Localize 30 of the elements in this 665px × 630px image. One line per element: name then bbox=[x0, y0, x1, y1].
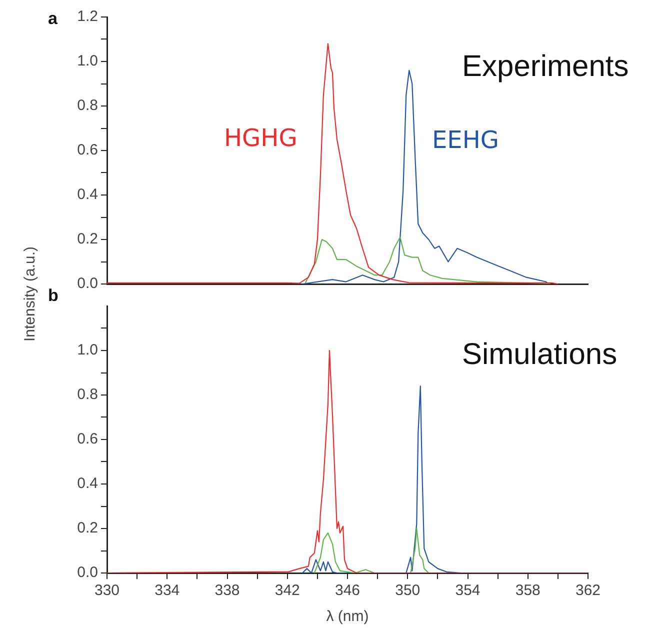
y-tick-label: 0.8 bbox=[77, 97, 98, 114]
x-tick-label: 362 bbox=[575, 582, 601, 600]
y-tick-label: 0.4 bbox=[77, 475, 98, 492]
y-tick-label: 1.0 bbox=[77, 52, 98, 70]
annotation: Experiments bbox=[462, 50, 629, 83]
annotation: Simulations bbox=[462, 338, 618, 371]
x-tick-label: 338 bbox=[214, 582, 240, 600]
y-tick-label: 1.2 bbox=[77, 8, 98, 26]
x-tick-label: 342 bbox=[274, 582, 300, 600]
x-tick-label: 334 bbox=[154, 582, 180, 600]
y-tick-label: 0.8 bbox=[77, 386, 98, 404]
x-tick-label: 354 bbox=[455, 582, 480, 600]
x-tick-label: 358 bbox=[515, 582, 540, 600]
y-tick-label: 1.0 bbox=[77, 342, 98, 359]
x-axis-title: λ (nm) bbox=[326, 608, 369, 626]
y-axis-title: Intensity (a.u.) bbox=[22, 246, 38, 342]
y-tick-label: 0.2 bbox=[77, 520, 98, 537]
text: b bbox=[48, 286, 58, 305]
series-label: EEHG bbox=[432, 126, 499, 154]
x-tick-label: 346 bbox=[334, 582, 360, 600]
text: a bbox=[48, 9, 58, 28]
y-tick-label: 0.0 bbox=[77, 564, 98, 582]
y-tick-label: 0.4 bbox=[77, 186, 98, 204]
y-tick-label: 0.2 bbox=[77, 230, 98, 248]
y-tick-label: 0.6 bbox=[77, 430, 98, 448]
y-tick-label: 0.6 bbox=[77, 142, 98, 159]
x-tick-label: 330 bbox=[94, 582, 120, 600]
series-label: HGHG bbox=[224, 124, 298, 152]
y-tick-label: 0.0 bbox=[77, 275, 98, 292]
x-tick-label: 350 bbox=[395, 582, 420, 600]
